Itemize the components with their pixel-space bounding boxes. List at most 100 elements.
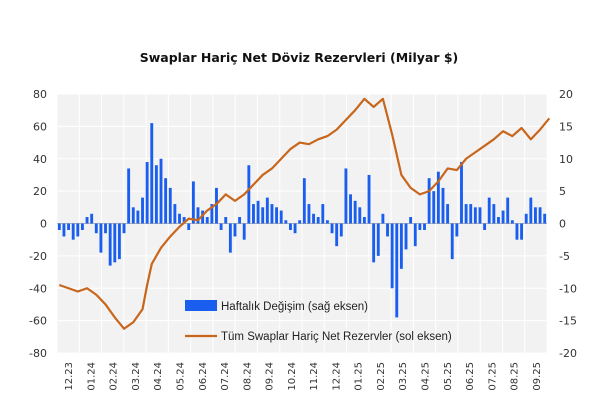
- bar: [210, 204, 214, 224]
- left-tick-label: 0: [40, 218, 47, 231]
- bar: [543, 213, 547, 224]
- bar: [473, 207, 477, 224]
- bar: [215, 187, 218, 224]
- x-tick-label: 01.25: [354, 362, 365, 391]
- x-tick-label: 02.24: [109, 362, 120, 391]
- bar: [446, 204, 450, 224]
- left-tick-label: -40: [29, 282, 47, 295]
- x-tick-label: 09.24: [265, 362, 276, 391]
- bar: [57, 223, 61, 230]
- x-tick-label: 06.24: [198, 362, 209, 391]
- bar: [321, 204, 325, 224]
- bar: [168, 187, 172, 224]
- right-tick-label: 15: [559, 120, 573, 133]
- bar: [122, 223, 126, 234]
- bar: [219, 223, 223, 230]
- bar: [284, 220, 288, 224]
- bar: [330, 223, 334, 234]
- bar: [85, 217, 89, 224]
- bar: [141, 197, 144, 224]
- right-tick-label: -15: [559, 315, 577, 328]
- bar: [441, 187, 445, 224]
- bar: [113, 223, 117, 263]
- bar: [506, 197, 510, 224]
- bar: [515, 223, 519, 240]
- left-tick-label: -60: [29, 315, 47, 328]
- legend-line-label: Tüm Swaplar Hariç Net Rezervler (sol eks…: [221, 331, 452, 343]
- x-tick-label: 08.24: [242, 362, 253, 391]
- bar: [104, 223, 107, 234]
- x-tick-label: 04.24: [153, 362, 164, 391]
- bar: [159, 158, 163, 224]
- bar: [325, 220, 329, 224]
- bar: [464, 204, 468, 224]
- bar: [501, 210, 505, 224]
- x-tick-label: 03.25: [398, 362, 409, 391]
- x-tick-label: 12.24: [331, 362, 342, 391]
- bar: [224, 217, 228, 224]
- bar-series: [57, 123, 547, 318]
- bar: [298, 220, 302, 224]
- bar: [256, 200, 260, 224]
- x-tick-label: 05.25: [443, 362, 454, 391]
- bar: [339, 223, 343, 237]
- bar: [469, 204, 473, 224]
- right-tick-label: 5: [559, 185, 566, 198]
- bar: [423, 223, 426, 230]
- left-tick-label: -20: [29, 250, 47, 263]
- left-tick-label: 20: [33, 185, 47, 198]
- bar: [487, 197, 491, 224]
- bar: [307, 204, 311, 224]
- bar: [534, 207, 537, 224]
- bar: [390, 223, 394, 289]
- bar: [117, 223, 121, 260]
- bar: [381, 213, 385, 224]
- x-tick-label: 08.25: [510, 362, 521, 391]
- bar: [242, 223, 246, 240]
- bar: [529, 197, 533, 224]
- bar: [409, 217, 413, 224]
- bar: [62, 223, 66, 237]
- bar: [510, 220, 514, 224]
- bar: [478, 207, 482, 224]
- bar: [362, 217, 366, 224]
- bar: [173, 204, 177, 224]
- bar: [455, 223, 459, 237]
- bar: [90, 213, 94, 224]
- x-tick-label: 07.25: [487, 362, 498, 391]
- bar: [450, 223, 454, 260]
- bar: [228, 223, 232, 253]
- bar: [483, 223, 487, 230]
- bar: [418, 223, 422, 230]
- bar: [154, 165, 158, 224]
- bar: [205, 217, 209, 224]
- reserves-line: [58, 97, 551, 330]
- legend: Haftalık Değişim (sağ eksen) Tüm Swaplar…: [185, 300, 452, 343]
- left-axis: 80 60 40 20 0 -20 -40 -60 -80: [29, 88, 47, 360]
- bar: [94, 223, 98, 234]
- bar: [316, 217, 320, 224]
- bar: [150, 123, 154, 224]
- bar: [520, 223, 524, 240]
- right-tick-label: -10: [559, 282, 577, 295]
- bar: [349, 194, 352, 224]
- legend-bar-label: Haftalık Değişim (sağ eksen): [221, 301, 368, 313]
- right-tick-label: -20: [559, 347, 577, 360]
- bar: [538, 207, 542, 224]
- bar: [178, 213, 181, 224]
- bar: [344, 168, 348, 224]
- bar: [182, 217, 186, 224]
- bar: [136, 210, 140, 224]
- bar: [460, 161, 463, 224]
- x-tick-label: 03.24: [131, 362, 142, 391]
- bar: [524, 213, 528, 224]
- bar: [335, 223, 339, 247]
- line-series: [58, 97, 551, 330]
- bar: [191, 181, 195, 224]
- bar: [386, 223, 389, 237]
- bar: [404, 223, 408, 250]
- bar: [376, 223, 380, 256]
- bar: [436, 171, 440, 224]
- bar: [247, 165, 251, 224]
